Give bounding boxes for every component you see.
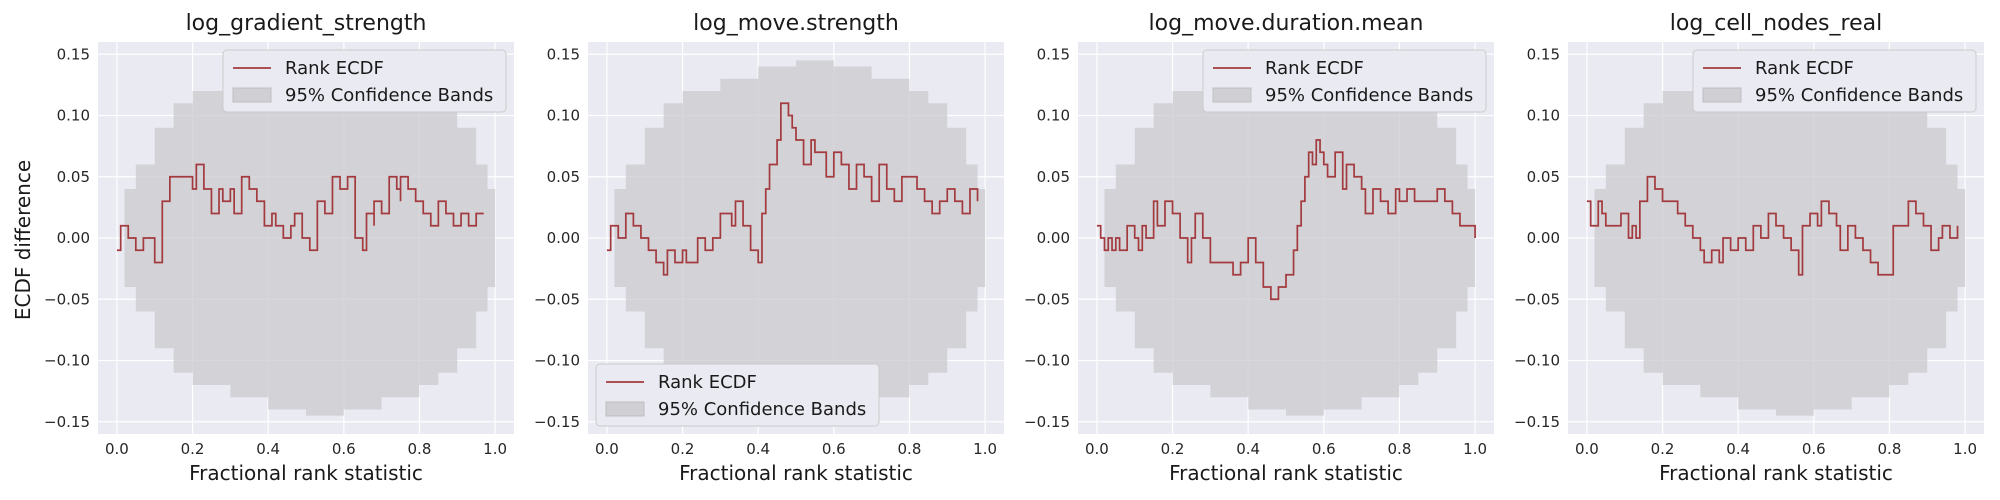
chart-panel: log_cell_nodes_real 0.15 0.10 0.05 0.00 −0.05… (1514, 11, 1984, 485)
confidence-band (1586, 60, 1966, 416)
x-tick-label: 0.4 (1726, 440, 1750, 458)
legend: Rank ECDF 95% Confidence Bands (1692, 49, 1977, 113)
panel-title: log_move.strength (693, 11, 899, 36)
chart-panel: log_move.duration.mean 0.15 0.10 0.05 0.00 −0… (1024, 11, 1494, 485)
legend: Rank ECDF 95% Confidence Bands (595, 363, 880, 427)
x-tick-label: 0.2 (1161, 440, 1185, 458)
panel-title: log_cell_nodes_real (1670, 11, 1882, 36)
y-tick-label: 0.00 (1037, 229, 1070, 247)
x-axis-label: Fractional rank statistic (1659, 461, 1893, 485)
x-tick-label: 0.8 (1388, 440, 1412, 458)
legend: Rank ECDF 95% Confidence Bands (1202, 49, 1487, 113)
x-tick-label: 0.6 (822, 440, 846, 458)
y-tick-label: 0.15 (57, 45, 90, 63)
ecdf-line (606, 102, 979, 276)
legend-label-confidence-bands: 95% Confidence Bands (285, 85, 493, 106)
legend-band-swatch (1702, 87, 1742, 103)
y-tick-label: 0.00 (1527, 229, 1560, 247)
x-tick-label: 1.0 (1953, 440, 1977, 458)
y-tick-label: 0.05 (547, 168, 580, 186)
legend: Rank ECDF 95% Confidence Bands (222, 49, 507, 113)
x-tick-label: 0.6 (1312, 440, 1336, 458)
y-tick-label: −0.05 (44, 290, 90, 308)
panel-title: log_move.duration.mean (1149, 11, 1424, 36)
legend-label-rank-ecdf: Rank ECDF (1265, 58, 1364, 79)
x-axis-label: Fractional rank statistic (189, 461, 423, 485)
y-tick-label: 0.05 (1037, 168, 1070, 186)
panels-container: log_gradient_strength 0.15 0.10 0.05 0.00 −0.… (44, 11, 1984, 485)
x-tick-label: 0.0 (105, 440, 129, 458)
x-tick-label: 0.8 (898, 440, 922, 458)
legend-box (1692, 49, 1977, 113)
legend-box (1202, 49, 1487, 113)
legend-label-confidence-bands: 95% Confidence Bands (658, 399, 866, 420)
x-tick-label: 0.4 (746, 440, 770, 458)
y-tick-label: −0.15 (1024, 413, 1070, 431)
x-tick-label: 1.0 (483, 440, 507, 458)
y-tick-label: −0.10 (1024, 352, 1070, 370)
y-tick-label: −0.10 (534, 352, 580, 370)
legend-label-rank-ecdf: Rank ECDF (1755, 58, 1854, 79)
y-tick-label: −0.05 (1514, 290, 1560, 308)
x-axis-label: Fractional rank statistic (679, 461, 913, 485)
legend-band-swatch (1212, 87, 1252, 103)
confidence-band (606, 60, 986, 416)
legend-band-swatch (605, 401, 645, 417)
legend-box (595, 363, 880, 427)
y-tick-label: 0.10 (57, 107, 90, 125)
y-tick-label: 0.05 (57, 168, 90, 186)
y-tick-label: 0.10 (1527, 107, 1560, 125)
ecdf-line (1096, 139, 1476, 301)
y-tick-label: −0.10 (1514, 352, 1560, 370)
chart-panel: log_move.strength 0.15 0.10 0.05 0.00 −0.05 −0… (534, 11, 1004, 485)
confidence-band (1096, 60, 1476, 416)
legend-label-rank-ecdf: Rank ECDF (658, 372, 757, 393)
legend-label-rank-ecdf: Rank ECDF (285, 58, 384, 79)
y-tick-label: −0.15 (1514, 413, 1560, 431)
x-tick-label: 1.0 (1463, 440, 1487, 458)
x-tick-label: 0.8 (408, 440, 432, 458)
legend-label-confidence-bands: 95% Confidence Bands (1265, 85, 1473, 106)
legend-box (222, 49, 507, 113)
ecdf-line (1586, 175, 1959, 276)
panel-title: log_gradient_strength (186, 11, 427, 36)
y-tick-label: 0.05 (1527, 168, 1560, 186)
x-tick-label: 0.8 (1878, 440, 1902, 458)
legend-label-confidence-bands: 95% Confidence Bands (1755, 85, 1963, 106)
y-tick-label: −0.05 (1024, 290, 1070, 308)
x-tick-label: 0.2 (671, 440, 695, 458)
ecdf-line (116, 163, 484, 264)
chart-panel: log_gradient_strength 0.15 0.10 0.05 0.00 −0.… (44, 11, 514, 485)
y-tick-label: 0.10 (547, 107, 580, 125)
x-tick-label: 0.2 (181, 440, 205, 458)
x-tick-label: 0.2 (1651, 440, 1675, 458)
y-tick-label: 0.15 (1527, 45, 1560, 63)
y-tick-label: −0.15 (534, 413, 580, 431)
y-tick-label: 0.00 (57, 229, 90, 247)
x-axis-label: Fractional rank statistic (1169, 461, 1403, 485)
y-tick-label: −0.10 (44, 352, 90, 370)
x-tick-label: 0.0 (1575, 440, 1599, 458)
legend-band-swatch (232, 87, 272, 103)
y-tick-label: −0.05 (534, 290, 580, 308)
y-tick-label: −0.15 (44, 413, 90, 431)
y-axis-label: ECDF difference (11, 160, 35, 320)
y-tick-label: 0.10 (1037, 107, 1070, 125)
y-tick-label: 0.00 (547, 229, 580, 247)
x-tick-label: 0.0 (595, 440, 619, 458)
y-tick-label: 0.15 (547, 45, 580, 63)
x-tick-label: 1.0 (973, 440, 997, 458)
x-tick-label: 0.6 (332, 440, 356, 458)
x-tick-label: 0.4 (256, 440, 280, 458)
y-tick-label: 0.15 (1037, 45, 1070, 63)
x-tick-label: 0.4 (1236, 440, 1260, 458)
x-tick-label: 0.6 (1802, 440, 1826, 458)
x-tick-label: 0.0 (1085, 440, 1109, 458)
